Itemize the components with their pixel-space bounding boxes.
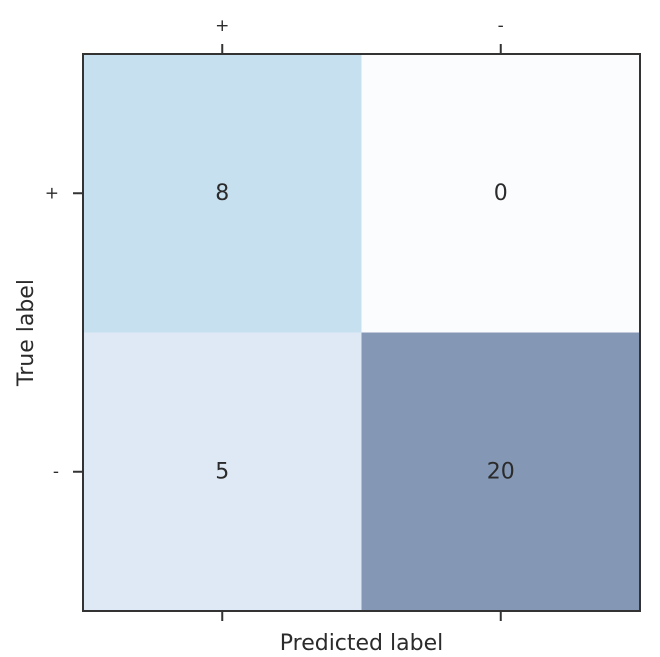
- heatmap-cell-r0-c0: [83, 54, 362, 333]
- x-tick-label-1: -: [498, 16, 504, 36]
- heatmap-cell-r1-c0: [83, 332, 362, 611]
- x-tick-label-0: +: [215, 16, 229, 36]
- cell-value-r1-c0: 5: [215, 459, 229, 484]
- y-tick-label-0: +: [45, 183, 59, 203]
- heatmap-cell-r1-c1: [361, 332, 640, 611]
- y-axis-label: True label: [14, 279, 39, 387]
- axis-ticks: [73, 44, 502, 621]
- heatmap-cell-r0-c1: [361, 54, 640, 333]
- heatmap-cells: [83, 54, 640, 611]
- cell-value-labels: 8 0 5 20: [215, 181, 515, 485]
- cell-value-r0-c1: 0: [494, 181, 508, 206]
- y-tick-label-1: -: [53, 462, 59, 482]
- cell-value-r0-c0: 8: [215, 181, 229, 206]
- cell-value-r1-c1: 20: [487, 459, 515, 484]
- x-axis-label: Predicted label: [280, 631, 443, 656]
- plot-frame: [82, 53, 641, 612]
- tick-labels: + - + -: [45, 16, 504, 482]
